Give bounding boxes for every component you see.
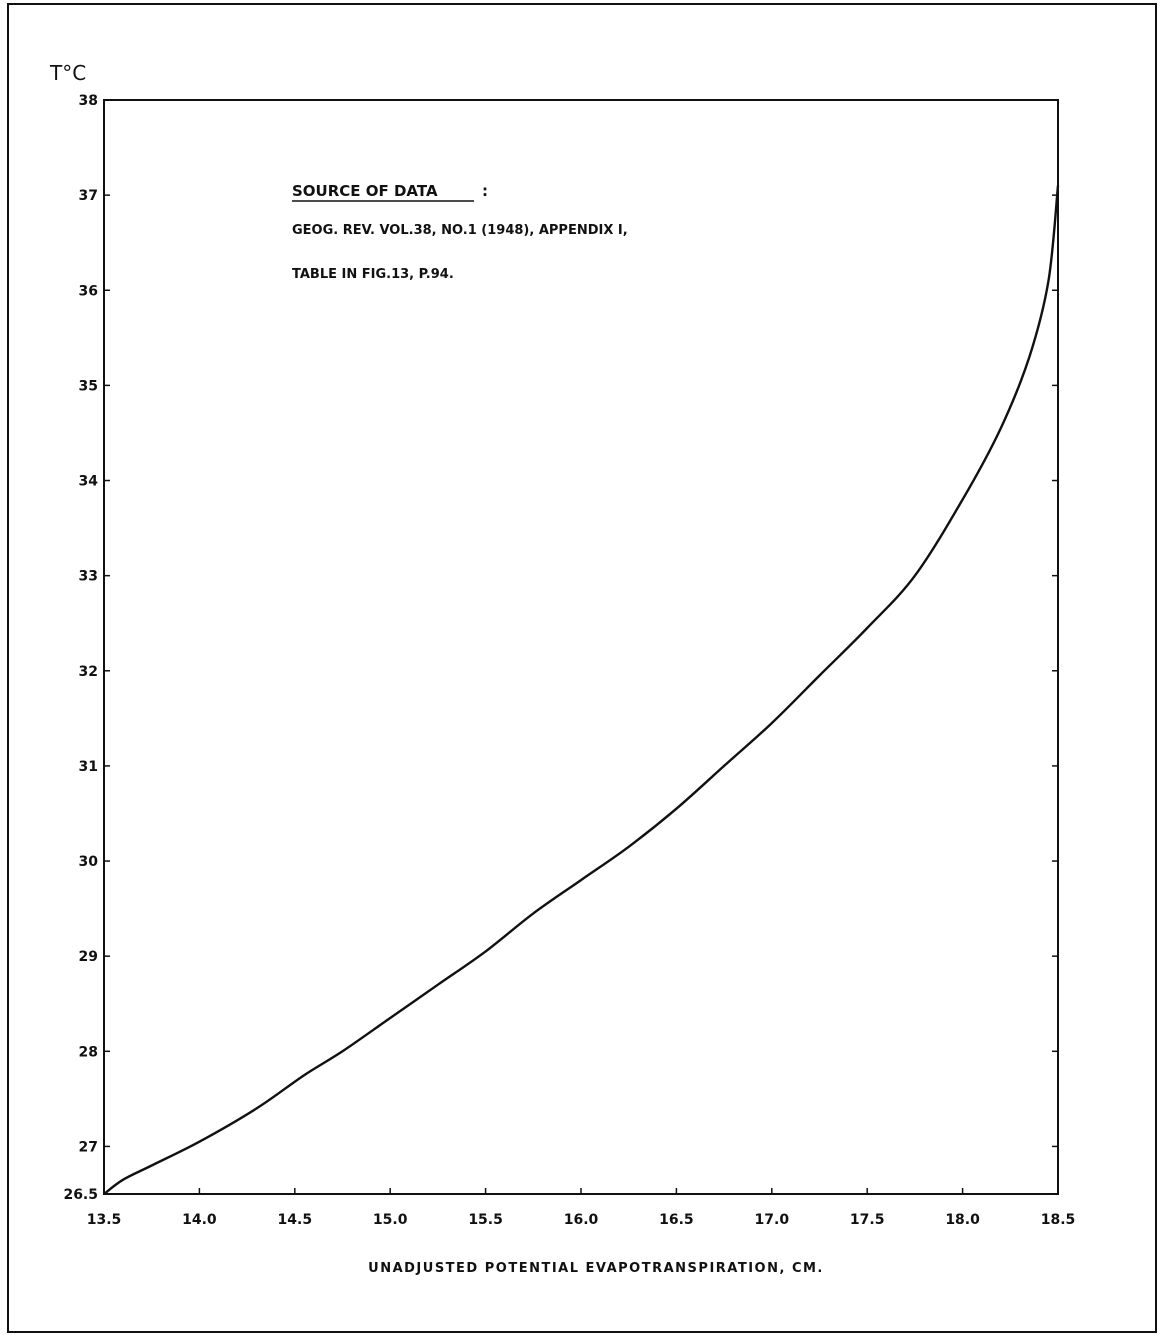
series-line — [103, 185, 1060, 1195]
y-tick-label: 36 — [79, 283, 98, 299]
y-tick-label: 35 — [79, 378, 98, 394]
x-tick-label: 17.5 — [850, 1212, 885, 1228]
x-tick-label: 18.0 — [945, 1212, 980, 1228]
plot-frame — [103, 99, 1059, 1195]
annotation-heading: SOURCE OF DATA — [292, 182, 438, 200]
page-frame — [7, 3, 1157, 1333]
x-axis-label: UNADJUSTED POTENTIAL EVAPOTRANSPIRATION,… — [368, 1261, 824, 1276]
x-tick-label: 17.0 — [755, 1212, 790, 1228]
y-tick-label: 33 — [79, 569, 98, 585]
y-tick-label: 30 — [79, 854, 99, 870]
y-tick-label: 29 — [79, 949, 98, 965]
x-tick-label: 16.0 — [564, 1212, 599, 1228]
y-axis: 26.5 27 28 29 30 31 32 33 34 35 36 37 38 — [63, 93, 1058, 1203]
y-tick-label: 37 — [79, 188, 98, 204]
y-tick-label: 32 — [79, 664, 98, 680]
annotation-line-1: GEOG. REV. VOL.38, NO.1 (1948), APPENDIX… — [292, 223, 628, 238]
y-axis-label: T°C — [49, 61, 86, 85]
annotation-line-2: TABLE IN FIG.13, P.94. — [292, 267, 454, 282]
y-tick-label: 28 — [79, 1044, 98, 1060]
x-tick-label: 14.0 — [182, 1212, 217, 1228]
y-tick-label: 26.5 — [63, 1187, 98, 1203]
x-tick-label: 15.5 — [468, 1212, 503, 1228]
y-tick-label: 34 — [79, 474, 99, 490]
x-tick-label: 13.5 — [87, 1212, 122, 1228]
y-tick-label: 31 — [79, 759, 98, 775]
x-axis: 13.5 14.0 14.5 15.0 15.5 16.0 16.5 17.0 17.5 18.0… — [87, 1188, 1076, 1228]
annotation-colon: : — [482, 182, 488, 200]
x-tick-label: 16.5 — [659, 1212, 694, 1228]
y-tick-label: 27 — [79, 1139, 98, 1155]
x-tick-label: 18.5 — [1041, 1212, 1076, 1228]
y-tick-label: 38 — [79, 93, 98, 109]
source-annotation: SOURCE OF DATA : GEOG. REV. VOL.38, NO.1… — [292, 182, 628, 282]
x-tick-label: 14.5 — [278, 1212, 313, 1228]
x-tick-label: 15.0 — [373, 1212, 408, 1228]
